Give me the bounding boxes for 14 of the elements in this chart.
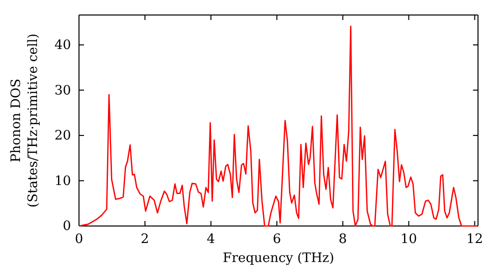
y-tick-label: 10 bbox=[54, 174, 71, 189]
x-tick-label: 10 bbox=[400, 232, 418, 248]
y-tick-label: 30 bbox=[54, 83, 71, 98]
x-axis-title: Frequency (THz) bbox=[222, 251, 334, 266]
x-tick-label: 4 bbox=[206, 232, 216, 248]
x-tick-label: 0 bbox=[74, 232, 84, 248]
x-tick-label: 12 bbox=[466, 232, 483, 248]
x-tick-label: 6 bbox=[272, 232, 281, 248]
y-tick-label: 40 bbox=[54, 38, 71, 54]
y-axis-title: Phonon DOS (States/THz·primitive cell) bbox=[9, 33, 41, 208]
y-tick-label: 0 bbox=[62, 219, 71, 234]
y-tick-label: 20 bbox=[54, 128, 71, 144]
x-tick-label: 2 bbox=[140, 232, 150, 248]
x-tick-label: 8 bbox=[338, 232, 347, 248]
